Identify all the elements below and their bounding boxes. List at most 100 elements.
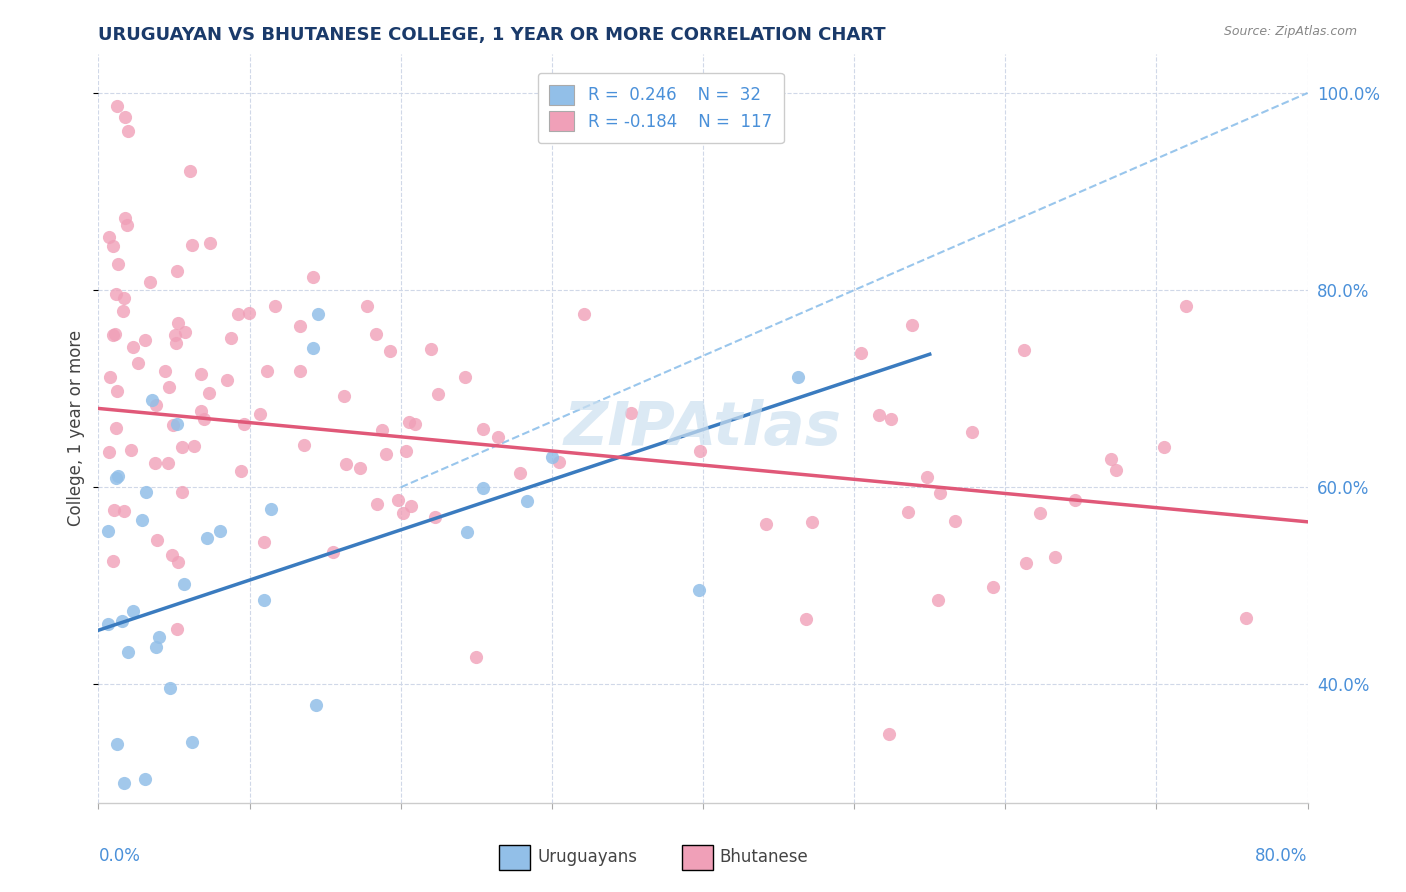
Point: [541, 450, 564, 465]
Point: [688, 583, 710, 598]
Point: [399, 499, 422, 513]
Point: [253, 535, 276, 549]
Point: [121, 340, 143, 354]
Point: [145, 640, 167, 654]
Point: [190, 367, 212, 381]
Point: [181, 238, 204, 252]
Point: [404, 417, 426, 431]
Point: [141, 392, 163, 407]
Point: [134, 333, 156, 347]
Point: [209, 524, 232, 539]
Point: [1099, 452, 1122, 467]
Point: [366, 327, 388, 342]
Point: [420, 342, 443, 356]
Point: [105, 98, 128, 112]
Point: [880, 411, 903, 425]
Point: [162, 417, 184, 432]
Point: [1012, 343, 1035, 358]
Point: [114, 110, 136, 124]
Point: [453, 369, 475, 384]
Point: [146, 533, 169, 547]
Point: [374, 447, 396, 461]
Point: [166, 622, 188, 636]
Point: [1105, 463, 1128, 477]
Point: [107, 257, 129, 271]
Point: [105, 737, 128, 751]
Point: [103, 238, 125, 252]
Point: [105, 287, 128, 301]
Point: [391, 506, 413, 520]
Point: [198, 386, 221, 401]
Point: [288, 364, 311, 378]
Point: [98, 230, 121, 244]
Point: [114, 211, 136, 225]
Point: [620, 406, 643, 420]
Point: [104, 471, 127, 485]
Point: [190, 404, 212, 418]
Point: [120, 443, 142, 458]
Point: [800, 515, 823, 529]
Point: [159, 380, 181, 394]
Point: [301, 342, 323, 356]
Point: [107, 468, 129, 483]
Point: [917, 470, 939, 484]
Point: [333, 389, 356, 403]
Point: [98, 370, 121, 384]
Point: [366, 497, 388, 511]
Point: [173, 577, 195, 591]
Point: [104, 326, 127, 341]
Text: ZIPAtlas: ZIPAtlas: [564, 399, 842, 458]
Point: [981, 580, 1004, 594]
Point: [900, 318, 922, 333]
Point: [943, 514, 966, 528]
Point: [105, 421, 128, 435]
Point: [160, 548, 183, 562]
Point: [233, 417, 256, 432]
Point: [231, 464, 253, 478]
Point: [172, 440, 194, 454]
Point: [219, 331, 242, 345]
Point: [103, 503, 125, 517]
Point: [423, 509, 446, 524]
Point: [139, 276, 162, 290]
Point: [238, 305, 260, 319]
Point: [183, 439, 205, 453]
Point: [170, 485, 193, 500]
Point: [290, 318, 312, 333]
Point: [472, 481, 495, 495]
Point: [148, 631, 170, 645]
Point: [253, 593, 276, 607]
Text: Bhutanese: Bhutanese: [720, 848, 808, 866]
Point: [174, 326, 197, 340]
Point: [121, 603, 143, 617]
Point: [877, 727, 900, 741]
Point: [1153, 440, 1175, 454]
Point: [181, 735, 204, 749]
Point: [1234, 611, 1257, 625]
Point: [195, 531, 218, 545]
Point: [378, 343, 401, 358]
Point: [471, 422, 494, 436]
Point: [179, 164, 201, 178]
Point: [117, 218, 139, 232]
Point: [166, 264, 188, 278]
Point: [305, 698, 328, 712]
Point: [896, 505, 918, 519]
Point: [159, 681, 181, 696]
Point: [427, 386, 450, 401]
Point: [1029, 506, 1052, 520]
Point: [163, 327, 186, 342]
Point: [1043, 549, 1066, 564]
Point: [349, 461, 371, 475]
Point: [794, 612, 817, 626]
Point: [516, 494, 538, 508]
Point: [1015, 556, 1038, 570]
Text: 0.0%: 0.0%: [98, 847, 141, 865]
Point: [105, 384, 128, 398]
Point: [166, 316, 188, 330]
Point: [101, 554, 124, 568]
Point: [387, 492, 409, 507]
Point: [111, 303, 134, 318]
Point: [127, 355, 149, 369]
Point: [112, 291, 135, 305]
